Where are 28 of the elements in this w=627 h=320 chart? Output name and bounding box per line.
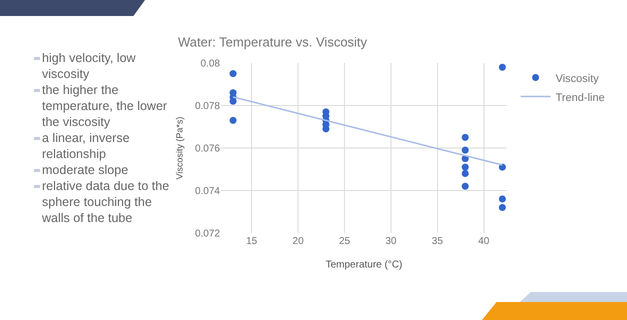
point	[462, 146, 469, 154]
x-tick-label: 25	[338, 236, 350, 247]
y-tick-label: 0.074	[194, 186, 220, 197]
x-tick-label: 35	[432, 236, 444, 247]
y-tick-label: 0.08	[200, 58, 220, 70]
x-tick-label: 15	[246, 236, 258, 247]
y-tick-label: 0.076	[194, 144, 220, 154]
chart-title: Water: Temperature vs. Viscosity	[178, 34, 368, 50]
x-tick-label: 30	[385, 236, 397, 247]
point	[498, 196, 506, 202]
point	[230, 116, 237, 124]
x-tick-label: 40	[478, 236, 490, 247]
point	[462, 134, 469, 141]
point	[462, 182, 469, 190]
point	[498, 204, 506, 211]
x-axis-title: Temperature (°C)	[326, 260, 402, 270]
point	[462, 170, 469, 177]
legend-label: Viscosity	[556, 72, 600, 85]
text: relative data due to the sphere touching the walls of the tube	[42, 179, 170, 225]
y-axis-title: Viscosity (Pa*s)	[174, 116, 184, 180]
legend-label: Trend-line	[556, 92, 605, 104]
point	[498, 64, 506, 71]
text: moderate slope	[42, 163, 128, 177]
point	[230, 70, 237, 78]
y-tick-label: 0.078	[194, 101, 220, 112]
y-tick-label: 0.072	[194, 228, 220, 240]
point	[462, 164, 469, 171]
x-tick-label: 20	[292, 236, 304, 247]
